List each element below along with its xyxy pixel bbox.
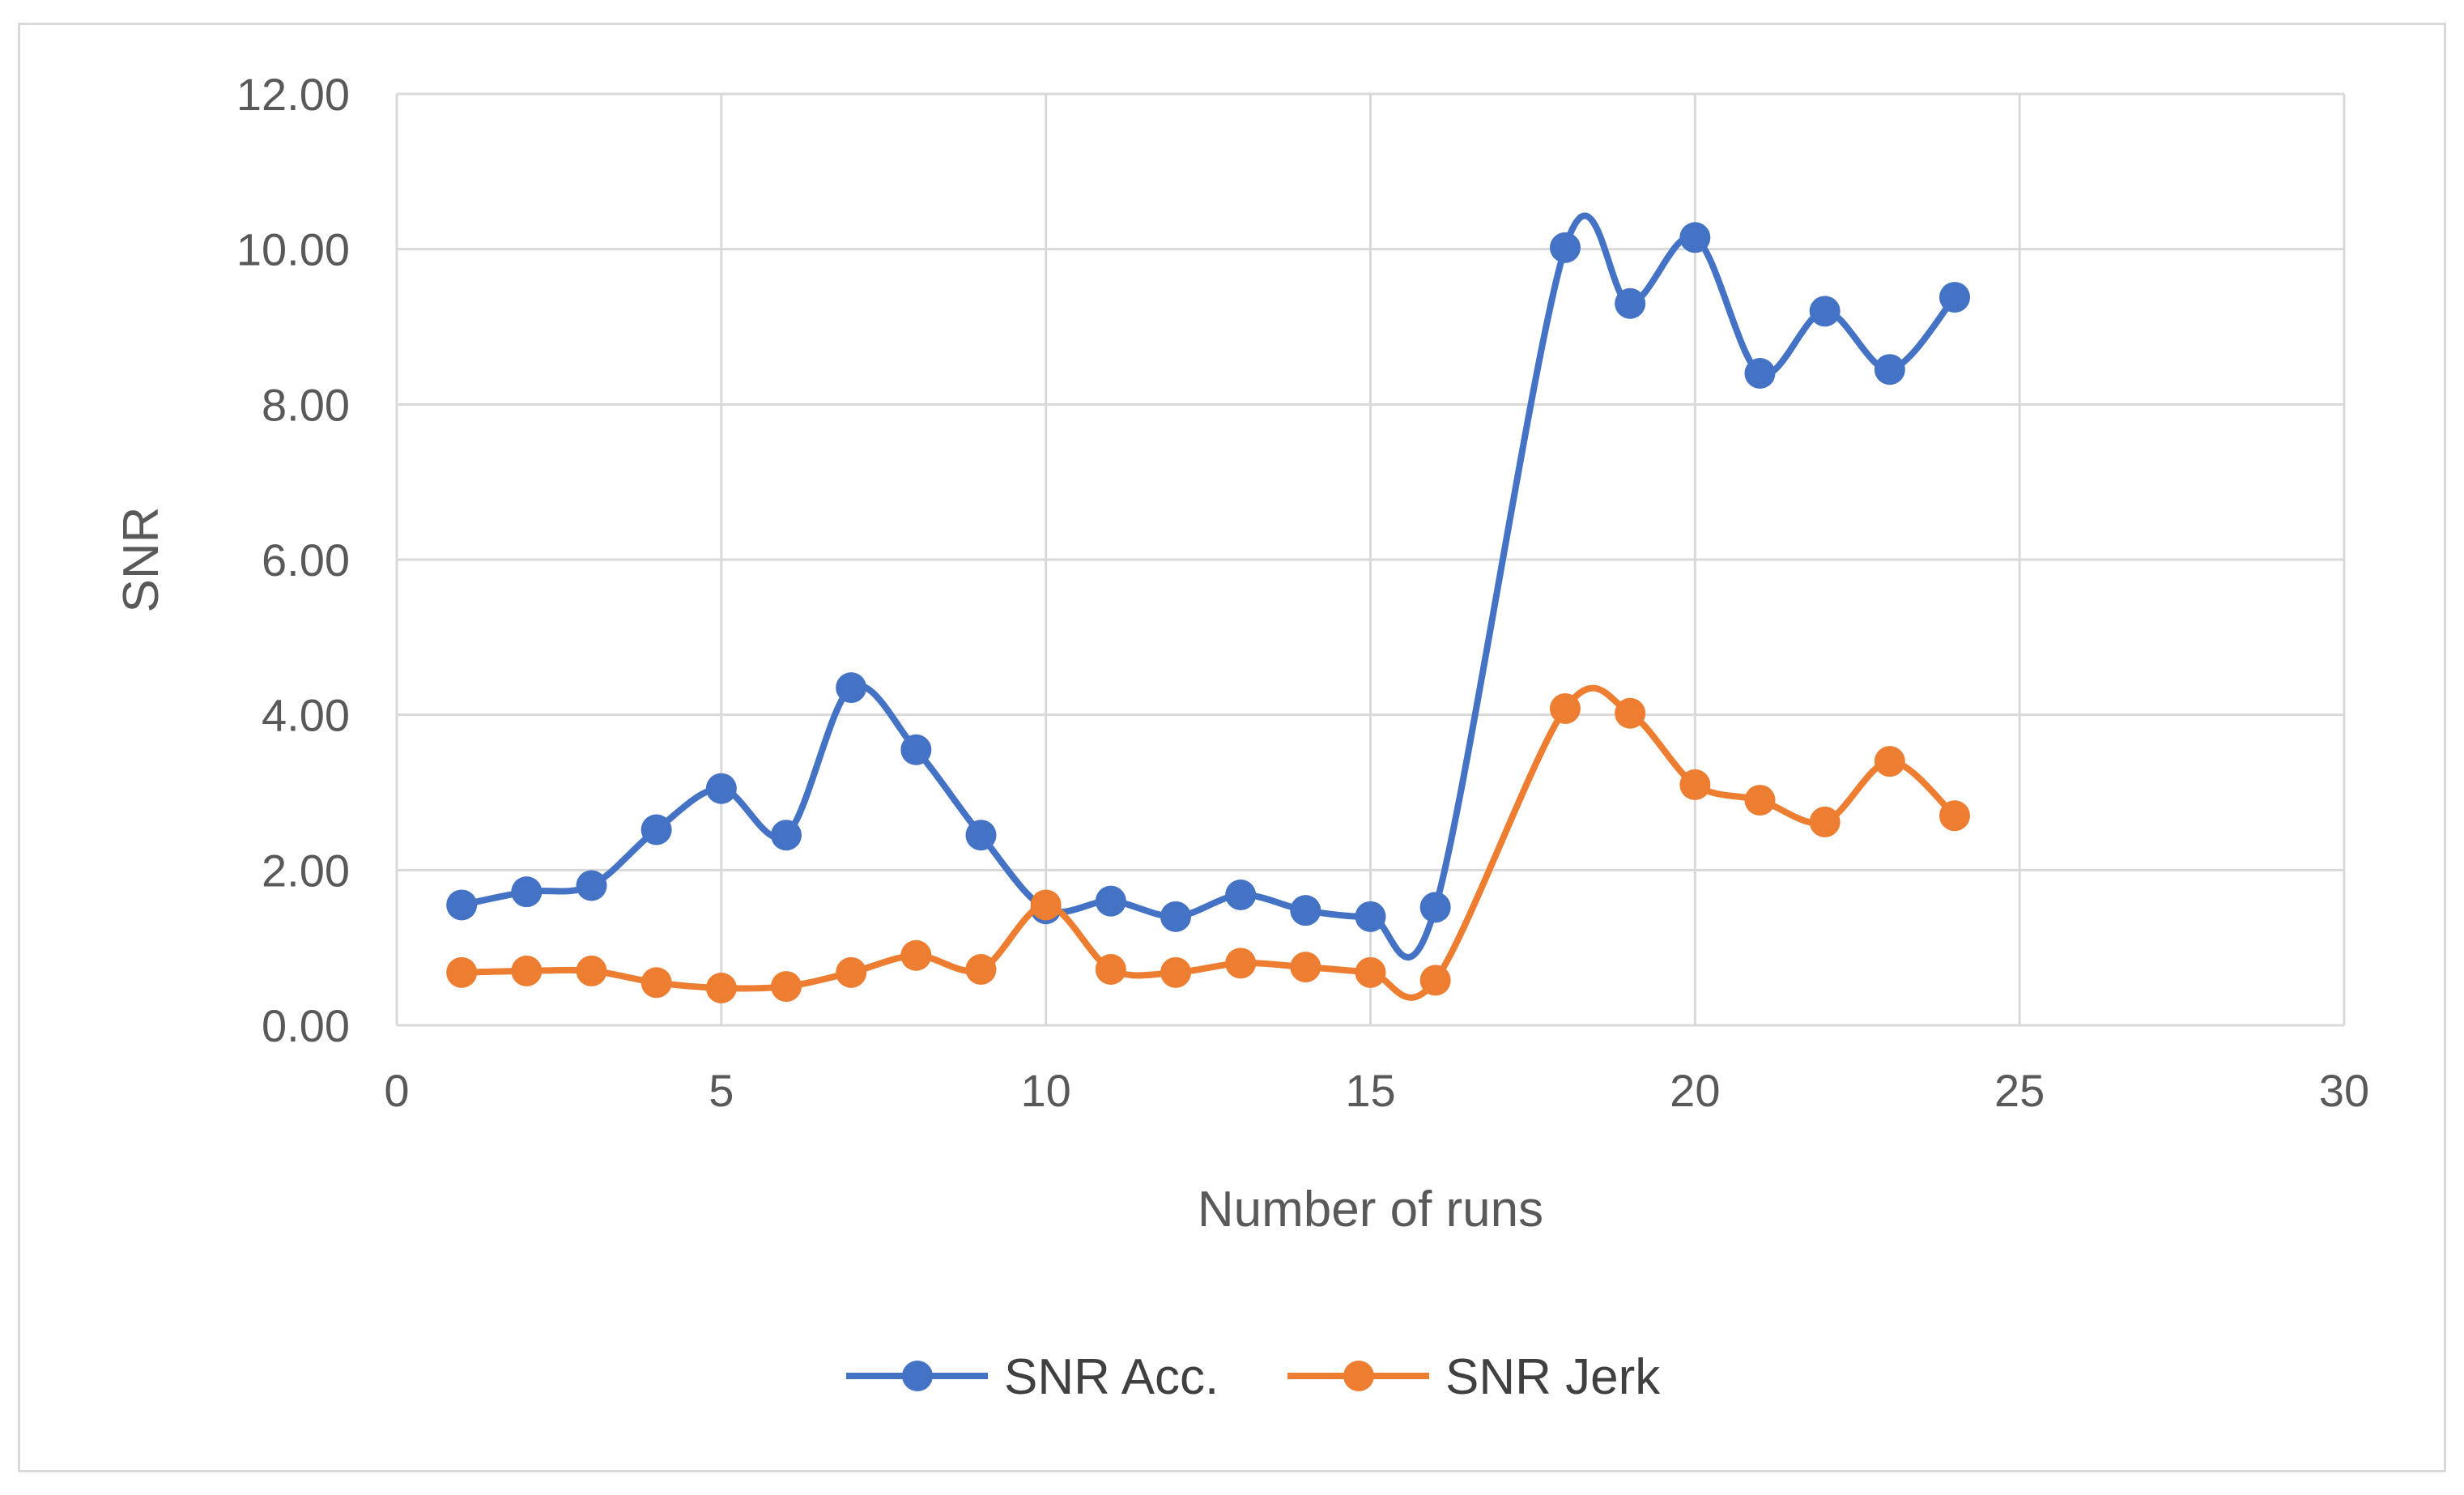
y-tick-label: 10.00 <box>236 224 350 275</box>
data-point <box>705 773 737 804</box>
data-point <box>1615 288 1646 319</box>
data-point <box>1939 282 1970 313</box>
data-point <box>1744 785 1776 816</box>
legend-marker <box>902 1361 933 1391</box>
series-line <box>458 212 1958 960</box>
data-point <box>1679 769 1711 800</box>
x-tick-label: 5 <box>709 1065 734 1116</box>
y-tick-label: 8.00 <box>262 379 350 430</box>
x-tick-label: 25 <box>1994 1065 2045 1116</box>
data-point <box>1290 895 1321 926</box>
legend-item-0: SNR Acc. <box>846 1349 1219 1405</box>
data-point <box>1874 354 1905 385</box>
legend-label: SNR Jerk <box>1445 1349 1661 1405</box>
data-point <box>640 967 672 999</box>
line-chart: 0.00 2.00 4.00 6.00 8.00 10.00 12.00 0 5 10 15 20 25… <box>113 69 2369 1405</box>
data-point <box>1939 800 1970 832</box>
data-point <box>1419 965 1451 996</box>
x-axis-title: Number of runs <box>1198 1182 1543 1237</box>
data-point <box>965 954 997 985</box>
legend-item-1: SNR Jerk <box>1287 1349 1661 1405</box>
data-point <box>1160 901 1191 932</box>
data-point <box>1225 880 1257 910</box>
series-0 <box>446 212 1970 960</box>
x-tick-label: 20 <box>1670 1065 1720 1116</box>
gridlines <box>395 92 2346 1027</box>
data-point <box>640 814 672 845</box>
data-point <box>576 870 607 901</box>
data-point <box>1225 948 1257 979</box>
data-point <box>1615 697 1646 729</box>
tick-labels: 0.00 2.00 4.00 6.00 8.00 10.00 12.00 0 5 10 15 20 25… <box>236 69 2369 1116</box>
data-point <box>446 956 478 988</box>
data-point <box>1809 296 1841 327</box>
data-point <box>1550 232 1581 263</box>
legend: SNR Acc. SNR Jerk <box>846 1349 1661 1405</box>
y-tick-label: 12.00 <box>236 69 350 120</box>
data-point <box>900 939 932 971</box>
data-point <box>511 876 543 908</box>
series-lines <box>446 212 1970 1003</box>
y-axis-title: SNR <box>113 507 169 613</box>
x-tick-label: 30 <box>2319 1065 2369 1116</box>
data-point <box>1355 901 1386 932</box>
series-1 <box>446 684 1970 1003</box>
legend-label: SNR Acc. <box>1004 1349 1219 1405</box>
data-point <box>446 889 478 921</box>
data-point <box>1744 358 1776 389</box>
y-tick-label: 6.00 <box>262 535 350 586</box>
data-point <box>576 955 607 986</box>
y-tick-label: 2.00 <box>262 845 350 896</box>
y-tick-label: 0.00 <box>262 1000 350 1051</box>
data-point <box>1809 806 1841 837</box>
x-tick-label: 0 <box>384 1065 409 1116</box>
data-point <box>1095 954 1126 985</box>
y-tick-label: 4.00 <box>262 690 350 741</box>
data-point <box>1160 956 1191 988</box>
data-point <box>1874 746 1905 777</box>
data-point <box>1679 222 1711 253</box>
chart-frame: 0.00 2.00 4.00 6.00 8.00 10.00 12.00 0 5 10 15 20 25… <box>18 23 2446 1472</box>
data-point <box>771 820 802 851</box>
data-point <box>511 955 543 986</box>
data-point <box>1095 885 1126 917</box>
data-point <box>1550 693 1581 724</box>
data-point <box>836 672 867 704</box>
data-point <box>900 734 932 765</box>
series-line <box>458 684 1958 1001</box>
data-point <box>836 956 867 988</box>
x-tick-label: 10 <box>1021 1065 1071 1116</box>
legend-marker <box>1343 1361 1374 1391</box>
data-point <box>771 971 802 1003</box>
data-point <box>965 820 997 851</box>
data-point <box>1355 956 1386 988</box>
data-point <box>1030 889 1062 921</box>
x-tick-label: 15 <box>1345 1065 1395 1116</box>
data-point <box>1290 952 1321 983</box>
data-point <box>705 973 737 1003</box>
data-point <box>1419 892 1451 923</box>
